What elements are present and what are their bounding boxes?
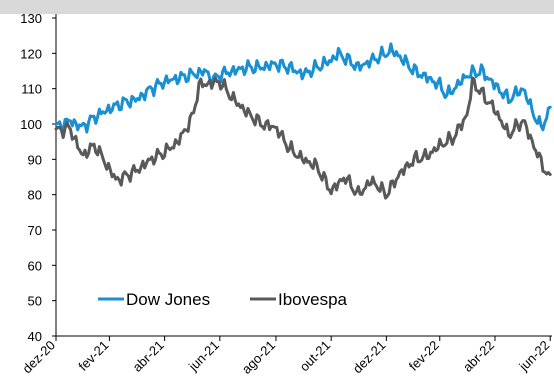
y-tick-label: 80	[28, 188, 42, 203]
x-tick-label: fev-22	[406, 338, 442, 374]
y-tick-label: 60	[28, 258, 42, 273]
x-tick-label: out-21	[297, 338, 334, 375]
series-line-dow-jones	[54, 42, 552, 134]
title-bar	[0, 0, 554, 14]
x-tick-label: dez-21	[350, 338, 389, 377]
legend-label: Dow Jones	[126, 290, 210, 309]
series-line-ibovespa	[54, 76, 552, 200]
x-tick-label: abr-21	[130, 338, 167, 375]
y-tick-label: 70	[28, 223, 42, 238]
y-tick-label: 110	[21, 82, 42, 97]
x-tick-label: fev-21	[75, 338, 111, 374]
y-tick-label: 90	[28, 152, 42, 167]
x-tick-label: jun-21	[185, 338, 222, 375]
y-tick-label: 100	[20, 117, 42, 132]
x-tick-label: jun-22	[515, 338, 552, 375]
y-tick-label: 50	[28, 294, 42, 309]
x-tick-label: abr-22	[460, 338, 497, 375]
legend-label: Ibovespa	[278, 290, 348, 309]
y-tick-label: 120	[20, 46, 42, 61]
x-tick-label: ago-21	[239, 338, 278, 377]
y-tick-label: 40	[28, 329, 42, 344]
y-tick-label: 130	[20, 11, 42, 26]
